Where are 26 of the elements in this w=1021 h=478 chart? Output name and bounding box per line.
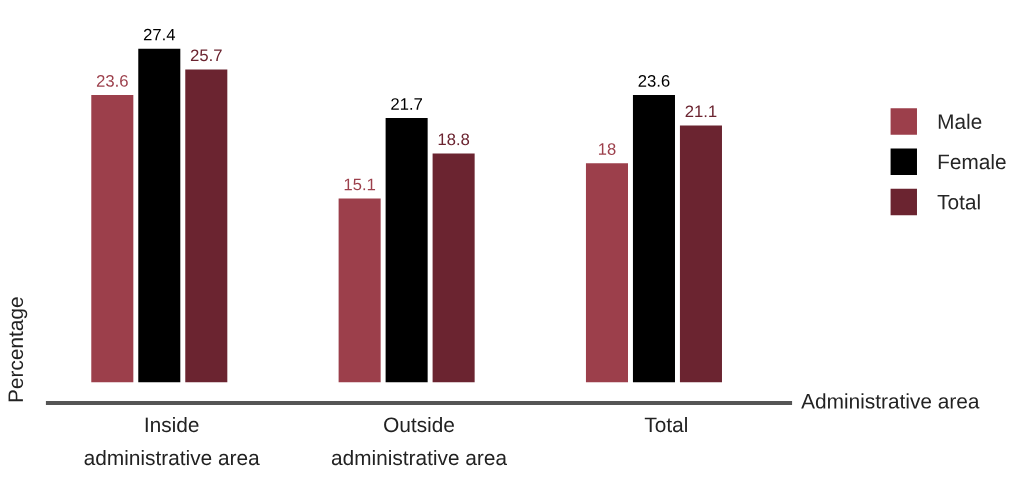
data-label: 27.4 [143,28,176,41]
x-tick-label: Inside administrative area [84,416,260,466]
legend-label: Total [937,194,980,210]
bar [385,118,428,383]
y-axis-title: Percentage [8,297,28,402]
bar [679,125,722,383]
x-axis-title: Administrative area [801,393,980,409]
bar [432,153,475,383]
legend-label: Female [938,153,1006,170]
bar [185,69,228,383]
bar [338,198,381,383]
bar [91,94,134,383]
data-label: 23.6 [96,75,128,87]
legend-label: Male [938,113,982,130]
bar [138,48,181,383]
bar [585,163,628,383]
data-label: 25.7 [190,49,222,62]
bar [632,94,675,383]
x-tick-label: Total [644,416,687,433]
data-label: 21.1 [685,105,717,118]
data-label: 23.6 [638,75,670,87]
data-label: 18 [598,143,616,155]
data-label: 15.1 [344,178,376,191]
x-tick-label: Outside administrative area [331,416,508,466]
data-label: 21.7 [391,98,423,110]
data-label: 18.8 [438,133,470,146]
